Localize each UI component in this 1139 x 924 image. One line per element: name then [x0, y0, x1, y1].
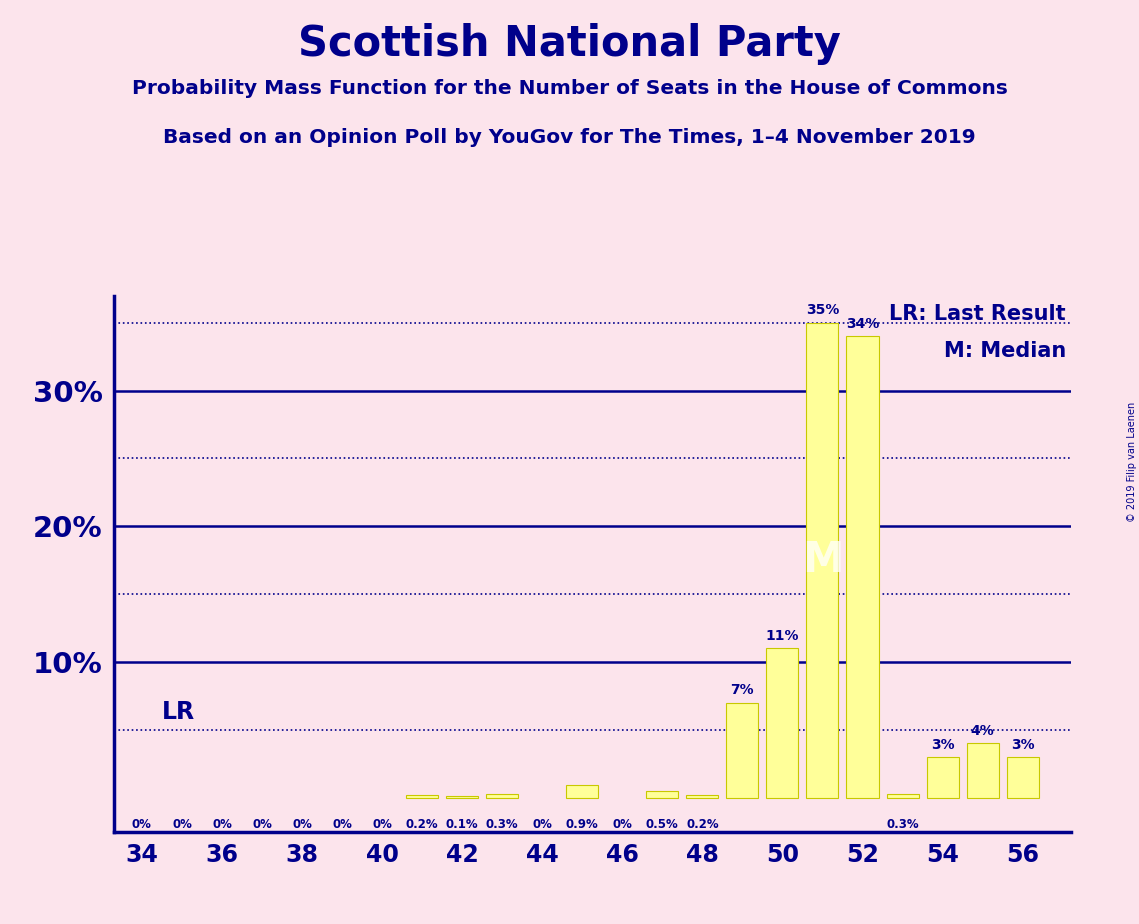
Bar	[446, 796, 478, 797]
Text: LR: LR	[162, 700, 195, 724]
Text: 0%: 0%	[292, 818, 312, 831]
Text: Scottish National Party: Scottish National Party	[298, 23, 841, 65]
Text: 0.9%: 0.9%	[566, 818, 599, 831]
Bar	[1007, 757, 1039, 797]
Bar	[646, 791, 679, 797]
Bar	[886, 794, 918, 797]
Text: 35%: 35%	[805, 303, 839, 317]
Bar	[687, 795, 719, 797]
Text: Probability Mass Function for the Number of Seats in the House of Commons: Probability Mass Function for the Number…	[132, 79, 1007, 98]
Text: 4%: 4%	[970, 724, 994, 738]
Text: 3%: 3%	[931, 737, 954, 751]
Text: 0%: 0%	[172, 818, 191, 831]
Text: © 2019 Filip van Laenen: © 2019 Filip van Laenen	[1126, 402, 1137, 522]
Text: 0%: 0%	[372, 818, 392, 831]
Text: 3%: 3%	[1010, 737, 1034, 751]
Text: 0%: 0%	[132, 818, 151, 831]
Bar	[407, 795, 439, 797]
Bar	[846, 336, 878, 797]
Text: 0.5%: 0.5%	[646, 818, 679, 831]
Text: 0.1%: 0.1%	[445, 818, 478, 831]
Text: M: Median: M: Median	[943, 341, 1066, 361]
Bar	[727, 703, 759, 797]
Text: 0%: 0%	[252, 818, 272, 831]
Text: 0.3%: 0.3%	[886, 818, 919, 831]
Bar	[486, 794, 518, 797]
Text: 0.2%: 0.2%	[405, 818, 439, 831]
Text: 0.2%: 0.2%	[686, 818, 719, 831]
Bar	[806, 322, 838, 797]
Text: 7%: 7%	[730, 683, 754, 698]
Text: 0%: 0%	[212, 818, 232, 831]
Text: 34%: 34%	[846, 317, 879, 331]
Text: 0%: 0%	[613, 818, 632, 831]
Text: 0%: 0%	[532, 818, 552, 831]
Bar	[967, 744, 999, 797]
Text: 11%: 11%	[765, 629, 800, 643]
Bar	[566, 785, 598, 797]
Bar	[767, 649, 798, 797]
Text: Based on an Opinion Poll by YouGov for The Times, 1–4 November 2019: Based on an Opinion Poll by YouGov for T…	[163, 128, 976, 147]
Text: 0%: 0%	[333, 818, 352, 831]
Text: LR: Last Result: LR: Last Result	[890, 304, 1066, 323]
Text: 0.3%: 0.3%	[486, 818, 518, 831]
Text: M: M	[802, 540, 843, 581]
Bar	[926, 757, 959, 797]
